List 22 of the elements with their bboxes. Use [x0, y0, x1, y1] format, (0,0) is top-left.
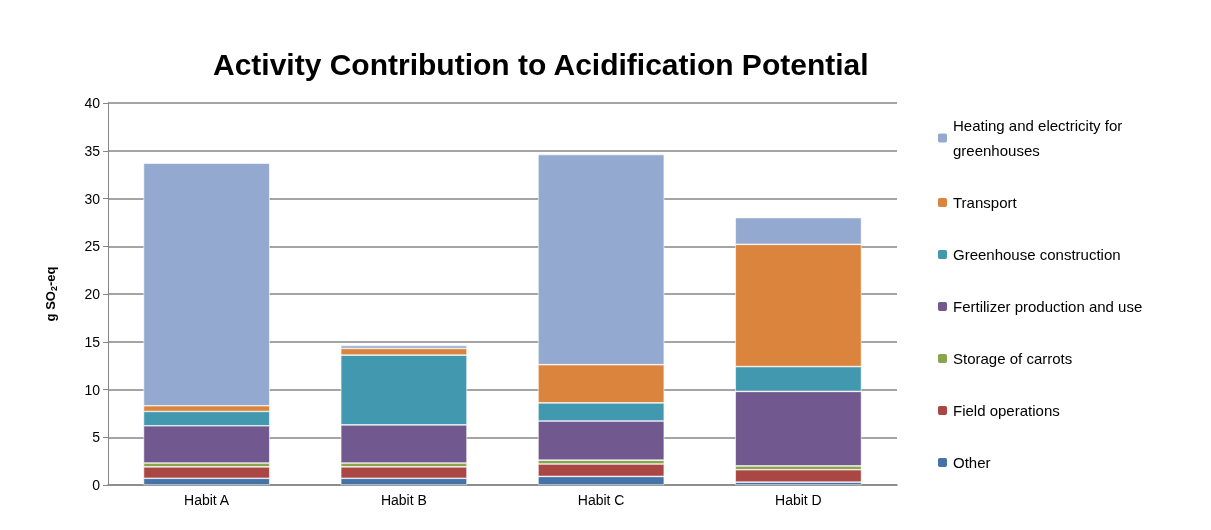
y-tick-label: 30 — [84, 190, 101, 207]
x-tick-label: Habit B — [380, 492, 427, 508]
y-tick-label: 40 — [84, 95, 101, 111]
y-tick-label: 35 — [84, 142, 101, 159]
x-tick-label: Habit A — [184, 492, 230, 508]
legend-label: Fertilizer production and use — [953, 298, 1143, 315]
y-tick-label: 5 — [92, 429, 101, 446]
bar — [735, 469, 862, 483]
legend-label: Field operations — [953, 402, 1060, 419]
y-tick-label: 15 — [84, 333, 101, 350]
y-tick-label: 10 — [84, 381, 101, 398]
legend-label: Other — [953, 454, 991, 471]
y-tick-label: 20 — [84, 286, 101, 302]
x-tick-label: Habit D — [775, 492, 822, 508]
x-tick-label: Habit C — [577, 492, 625, 508]
legend-label: Greenhouse construction — [953, 246, 1121, 263]
y-tick-label: 25 — [84, 238, 101, 255]
y-tick-label: 0 — [92, 477, 101, 493]
legend-label: Storage of carrots — [953, 350, 1073, 367]
legend-label: Transport — [953, 194, 1018, 211]
legend-label: Heating and electricity for greenhouses — [953, 117, 1127, 159]
chart-title: Activity Contribution to Acidification Potential — [213, 47, 869, 81]
